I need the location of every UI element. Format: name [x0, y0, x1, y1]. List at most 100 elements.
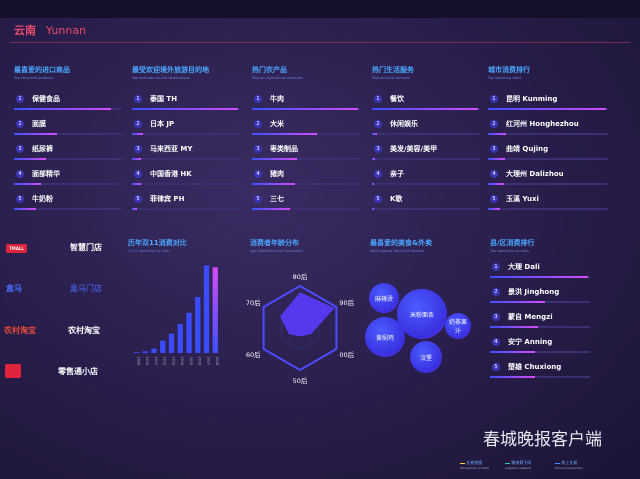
food-label: 米粉面条	[409, 311, 434, 319]
radar-chart: 80后 90后 00后 50后 60后 70后	[246, 272, 355, 385]
progress-fill	[372, 208, 375, 210]
legend-swatch	[555, 462, 560, 464]
x-tick-label: 2014	[180, 357, 184, 367]
progress-fill	[490, 276, 588, 278]
food-bubble: 汉堡	[410, 341, 442, 373]
hema-logo: 盒马	[6, 284, 22, 293]
progress-track	[488, 183, 608, 185]
food-title: 最喜爱的美食&外卖	[370, 239, 433, 247]
progress-track	[490, 276, 590, 278]
rank-badge: 2	[16, 120, 24, 128]
title-en: Yunnan	[46, 24, 87, 37]
list-item: 1 牛肉	[252, 91, 360, 116]
x-tick-label: 2011	[154, 357, 158, 366]
list-item: 3 纸尿裤	[14, 141, 122, 166]
rank-badge: 4	[490, 170, 498, 178]
legend-label: 交易热图	[466, 460, 483, 465]
food-subtitle: Most popular food and takeout	[370, 249, 424, 253]
rank-badge: 5	[16, 195, 24, 203]
progress-track	[252, 108, 360, 110]
bar	[186, 312, 192, 353]
item-label: 枣类制品	[270, 145, 298, 153]
rank-badge: 5	[492, 363, 500, 371]
legend-item: 物流骨干网 Logistics network	[505, 460, 531, 471]
list-item: 5 菲律宾 PH	[132, 191, 240, 216]
x-tick-label: 2010	[145, 357, 149, 366]
progress-track	[490, 326, 590, 328]
radar-outline	[262, 284, 338, 372]
item-label: 中国香港 HK	[150, 170, 192, 178]
item-label: 安宁 Anning	[508, 338, 553, 346]
progress-track	[252, 208, 360, 210]
rank-badge: 1	[16, 95, 24, 103]
item-label: 牛肉	[270, 95, 284, 103]
progress-track	[372, 208, 480, 210]
progress-fill	[14, 158, 47, 160]
progress-fill	[372, 108, 478, 110]
counties-subtitle: Top spending counties	[490, 249, 530, 253]
progress-fill	[488, 183, 504, 185]
rank-badge: 2	[492, 288, 500, 296]
bar-chart: 2009 2010 2011 2012 2013 2014 2015 2016 2017 2018	[133, 265, 219, 367]
progress-track	[14, 208, 122, 210]
item-label: 景洪 Jinghong	[508, 288, 560, 296]
progress-fill	[132, 183, 141, 185]
progress-track	[372, 158, 480, 160]
bar	[203, 265, 210, 353]
rank-badge: 1	[492, 263, 500, 271]
x-tick-label: 2018	[215, 357, 219, 366]
progress-track	[372, 183, 480, 185]
list-item: 4 面部精华	[14, 166, 122, 191]
item-label: 餐饮	[390, 95, 404, 103]
item-label: 大米	[270, 120, 284, 128]
progress-track	[488, 108, 608, 110]
bar	[168, 333, 175, 353]
progress-track	[14, 108, 122, 110]
rank-badge: 5	[254, 195, 262, 203]
progress-fill	[490, 376, 535, 378]
item-label: 玉溪 Yuxi	[506, 195, 539, 203]
rank-badge: 1	[134, 95, 142, 103]
rank-badge: 3	[254, 145, 262, 153]
list-item: 3 马来西亚 MY	[132, 141, 240, 166]
chart-subtitle: 11.11 spending by year	[128, 249, 170, 253]
legend-sublabel: Logistics network	[505, 466, 532, 470]
x-tick-label: 2013	[171, 357, 175, 366]
item-label: 楚雄 Chuxiong	[508, 363, 562, 371]
chart-title: 历年双11消费对比	[128, 239, 187, 247]
progress-fill	[132, 158, 141, 160]
rank-badge: 5	[490, 195, 498, 203]
progress-track	[488, 158, 608, 160]
radar-title: 消费者年龄分布	[250, 239, 299, 247]
x-tick-label: 2012	[163, 357, 167, 366]
rural-taobao-logo: 农村淘宝	[4, 326, 36, 335]
bar	[177, 324, 183, 353]
list-item: 2 休闲娱乐	[372, 116, 480, 141]
progress-fill	[252, 208, 290, 210]
progress-fill	[488, 208, 500, 210]
item-label: 保健食品	[32, 95, 60, 103]
progress-fill	[252, 183, 296, 185]
item-label: 面膜	[32, 120, 46, 128]
progress-track	[488, 208, 608, 210]
list-item: 5 K歌	[372, 191, 480, 216]
progress-fill	[372, 133, 378, 135]
food-bubble: 麻辣烫	[369, 283, 399, 313]
progress-track	[488, 133, 608, 135]
progress-track	[14, 133, 122, 135]
progress-track	[252, 133, 360, 135]
progress-track	[132, 208, 240, 210]
progress-fill	[490, 351, 535, 353]
section-subtitle: Top imported products	[14, 76, 54, 80]
ranking-section: 热门农产品 Popular agricultural products 1 牛肉 2 大米…	[252, 65, 360, 216]
counties-section: 县/区消费排行 Top spending counties 1 大理 Dali 2 景洪…	[490, 238, 602, 384]
legend-swatch	[505, 462, 510, 464]
progress-fill	[490, 301, 545, 303]
rank-badge: 4	[254, 170, 262, 178]
title-divider	[10, 42, 630, 43]
rank-badge: 5	[134, 195, 142, 203]
x-tick-label: 2015	[189, 357, 193, 366]
list-item: 5 三七	[252, 191, 360, 216]
progress-fill	[252, 158, 298, 160]
tmall-logo: TMALL	[6, 244, 27, 253]
